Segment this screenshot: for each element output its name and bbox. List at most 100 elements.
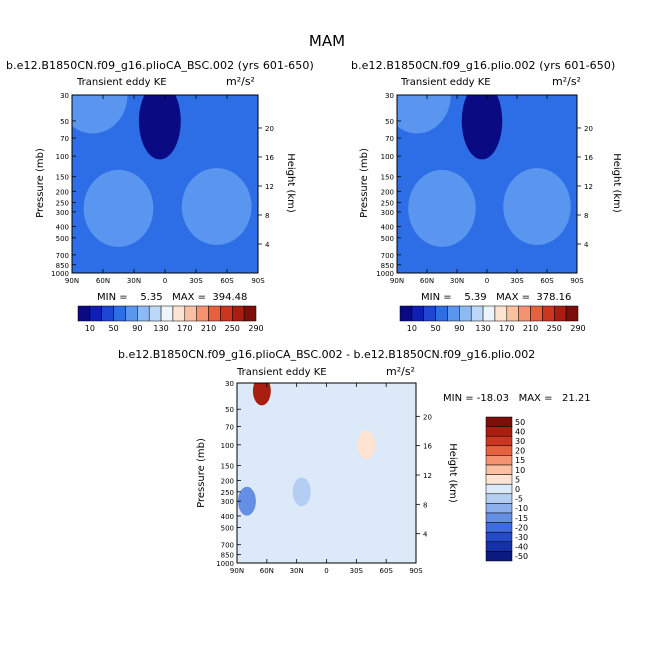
y-tick-label: 150 [221,463,234,471]
colorbar-label: 0 [515,485,520,494]
colorbar-swatch [243,305,257,322]
colorbar-label: -40 [515,543,528,552]
y-tick-label: 700 [381,252,394,260]
panel2-colorbar [399,305,579,322]
colorbar-swatch [542,305,555,322]
contour-feature [83,169,154,247]
colorbar-swatch [565,305,579,322]
x-tick-label: 60S [540,277,554,285]
panel1-colorbar [77,305,257,322]
colorbar-swatch [125,305,138,322]
colorbar-swatch [196,305,209,322]
x-tick-label: 0 [163,277,167,285]
y-tick-label: 250 [221,489,234,497]
height-tick-label: 16 [423,443,432,451]
colorbar-swatch [77,305,91,322]
x-tick-label: 90S [251,277,265,285]
x-tick-label: 30S [510,277,524,285]
colorbar-label: 90 [454,324,464,333]
panel1-field [72,95,258,273]
y-tick-label: 400 [56,223,69,231]
colorbar-swatch [459,305,472,322]
colorbar-swatch [485,474,513,485]
colorbar-swatch [485,445,513,456]
contour-feature [292,477,311,507]
colorbar-swatch [208,305,221,322]
y-tick-label: 1000 [51,270,69,278]
colorbar-label: 50 [515,418,525,427]
contour-feature [237,486,256,516]
height-tick-label: 16 [265,154,274,162]
field-background [237,383,416,563]
x-tick-label: 60S [379,567,393,575]
colorbar-swatch [485,455,513,466]
panel3-title: b.e12.B1850CN.f09_g16.plioCA_BSC.002 - b… [118,348,536,361]
colorbar-swatch [447,305,460,322]
x-tick-label: 0 [485,277,489,285]
x-tick-label: 60N [96,277,110,285]
x-tick-label: 0 [324,567,328,575]
colorbar-swatch [485,426,513,437]
colorbar-label: 130 [475,324,490,333]
y-tick-label: 30 [385,92,394,100]
colorbar-swatch [554,305,567,322]
y-tick-label: 50 [385,118,394,126]
colorbar-swatch [148,305,162,322]
y-tick-label: 300 [381,209,394,217]
x-tick-label: 30N [450,277,464,285]
colorbar-swatch [423,305,436,322]
panel3-field [237,383,416,563]
panel2-title: b.e12.B1850CN.f09_g16.plio.002 (yrs 601-… [351,59,616,72]
x-tick-label: 60S [220,277,234,285]
colorbar-swatch [485,541,513,552]
colorbar-label: 250 [225,324,240,333]
height-tick-label: 12 [423,472,432,480]
y-tick-label: 150 [56,174,69,182]
panel3-subtitle: Transient eddy KE [237,367,327,378]
contour-feature [138,95,181,160]
y-tick-label: 850 [381,262,394,270]
colorbar-swatch [485,531,513,543]
panel2-units: m²/s² [552,75,581,88]
x-tick-label: 90N [230,567,244,575]
panel2-field [397,95,577,273]
colorbar-label: -30 [515,533,528,542]
page-title: MAM [308,32,346,50]
y-tick-label: 50 [60,118,69,126]
y-tick-label: 70 [225,423,234,431]
x-tick-label: 30N [127,277,141,285]
height-tick-label: 4 [423,531,428,539]
x-tick-label: 90S [409,567,423,575]
y-tick-label: 100 [56,153,69,161]
colorbar-label: 290 [248,324,263,333]
colorbar-label: 5 [515,475,520,484]
y-tick-label: 700 [56,252,69,260]
colorbar-swatch [137,305,150,322]
height-tick-label: 12 [265,183,274,191]
y-tick-label: 1000 [216,560,234,568]
height-tick-label: 4 [265,241,270,249]
height-tick-label: 4 [584,241,589,249]
colorbar-label: 170 [177,324,192,333]
colorbar-label: 210 [523,324,538,333]
colorbar-label: -15 [515,514,528,523]
height-tick-label: 8 [584,212,588,220]
colorbar-swatch [485,503,513,514]
colorbar-swatch [518,305,531,322]
y-tick-label: 30 [225,380,234,388]
x-tick-label: 90N [390,277,404,285]
colorbar-swatch [485,435,513,447]
y-tick-label: 850 [221,552,234,560]
y-tick-label: 700 [221,542,234,550]
panel1-title: b.e12.B1850CN.f09_g16.plioCA_BSC.002 (yr… [6,59,314,72]
panel1-plot [71,94,262,274]
x-tick-label: 30N [290,567,304,575]
height-tick-label: 8 [265,212,269,220]
panel2-stats: MIN = 5.39 MAX = 378.16 [421,292,572,303]
y-tick-label: 70 [385,135,394,143]
y-tick-label: 200 [381,188,394,196]
colorbar-label: 290 [570,324,585,333]
colorbar-swatch [485,416,513,427]
y-tick-label: 400 [221,513,234,521]
